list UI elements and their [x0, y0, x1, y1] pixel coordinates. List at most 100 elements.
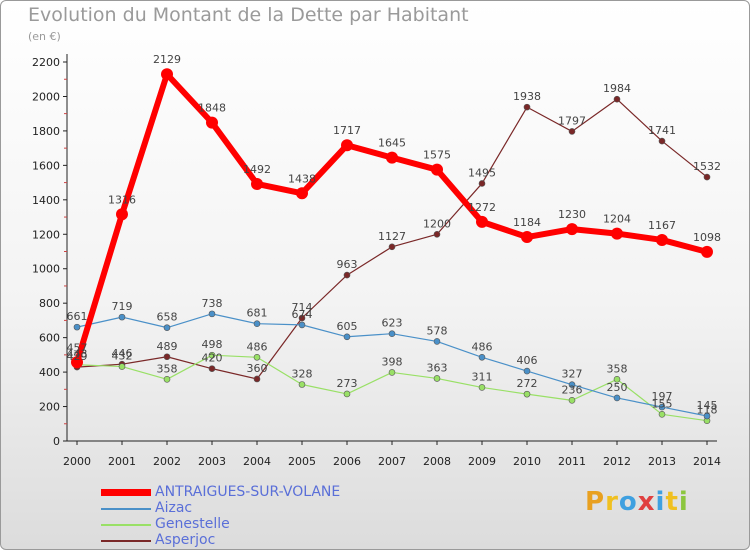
- x-tick-label: 2012: [603, 455, 631, 468]
- data-label-antraigues: 1098: [693, 231, 721, 244]
- point-asperjoc: [388, 243, 396, 251]
- point-antraigues: [161, 68, 173, 81]
- point-aizac: [253, 320, 261, 327]
- data-label-aizac: 623: [382, 317, 403, 330]
- legend-swatch-antraigues: [101, 489, 151, 496]
- data-label-aizac: 738: [202, 297, 223, 310]
- point-aizac: [73, 323, 81, 331]
- data-label-asperjoc: 1797: [558, 114, 586, 127]
- x-tick-label: 2002: [153, 455, 181, 468]
- data-label-genestelle: 272: [517, 377, 538, 390]
- point-aizac: [613, 394, 621, 402]
- logo-letter: r: [605, 487, 619, 517]
- data-label-antraigues: 1492: [243, 163, 271, 176]
- y-tick-label: 0: [53, 435, 60, 448]
- data-label-antraigues: 1167: [648, 219, 676, 232]
- legend-label-asperjoc: Asperjoc: [155, 532, 216, 548]
- chart-subtitle: (en €): [28, 30, 61, 43]
- point-antraigues: [71, 356, 83, 369]
- y-tick-label: 2200: [32, 56, 60, 69]
- data-label-genestelle: 155: [652, 397, 673, 410]
- point-antraigues: [251, 177, 263, 190]
- y-tick-label: 1800: [32, 125, 60, 138]
- point-aizac: [343, 333, 351, 341]
- x-tick-label: 2007: [378, 455, 406, 468]
- data-label-aizac: 681: [247, 307, 268, 320]
- data-label-antraigues: 2129: [153, 53, 181, 66]
- point-aizac: [118, 313, 126, 321]
- logo-letter: t: [665, 487, 679, 517]
- point-genestelle: [523, 390, 531, 398]
- data-label-genestelle: 311: [472, 370, 493, 383]
- point-aizac: [433, 338, 441, 345]
- data-label-genestelle: 328: [292, 367, 313, 380]
- point-antraigues: [206, 116, 218, 129]
- data-label-genestelle: 398: [382, 355, 403, 368]
- point-asperjoc: [163, 353, 171, 361]
- point-genestelle: [253, 353, 261, 361]
- point-aizac: [208, 310, 216, 318]
- data-label-antraigues: 1438: [288, 172, 316, 185]
- point-asperjoc: [478, 180, 486, 187]
- point-aizac: [523, 367, 531, 375]
- point-antraigues: [116, 208, 128, 221]
- point-antraigues: [701, 245, 713, 258]
- y-tick-label: 600: [39, 332, 60, 345]
- data-label-antraigues: 1204: [603, 213, 631, 226]
- point-genestelle: [163, 376, 171, 383]
- y-tick-label: 1200: [32, 228, 60, 241]
- x-tick-label: 2001: [108, 455, 136, 468]
- data-label-aizac: 578: [427, 324, 448, 337]
- x-tick-label: 2005: [288, 455, 316, 468]
- data-label-antraigues: 1645: [378, 137, 406, 150]
- data-label-aizac: 486: [472, 340, 493, 353]
- point-asperjoc: [433, 230, 441, 238]
- y-tick-label: 400: [39, 366, 60, 379]
- data-label-antraigues: 1717: [333, 124, 361, 137]
- point-antraigues: [611, 227, 623, 240]
- data-label-antraigues: 1848: [198, 102, 226, 115]
- point-antraigues: [386, 151, 398, 164]
- data-label-asperjoc: 714: [292, 301, 313, 314]
- point-asperjoc: [658, 137, 666, 145]
- data-label-asperjoc: 1984: [603, 82, 631, 95]
- point-asperjoc: [343, 271, 351, 279]
- point-genestelle: [118, 363, 126, 370]
- x-tick-label: 2013: [648, 455, 676, 468]
- point-asperjoc: [568, 128, 576, 135]
- point-genestelle: [388, 369, 396, 376]
- y-tick-label: 1000: [32, 263, 60, 276]
- x-tick-label: 2010: [513, 455, 541, 468]
- x-tick-label: 2011: [558, 455, 586, 468]
- data-label-aizac: 661: [67, 310, 88, 323]
- point-genestelle: [343, 390, 351, 398]
- point-antraigues: [521, 231, 533, 244]
- data-label-asperjoc: 1741: [648, 124, 676, 137]
- point-genestelle: [298, 381, 306, 388]
- x-tick-label: 2009: [468, 455, 496, 468]
- chart-title: Evolution du Montant de la Dette par Hab…: [28, 4, 469, 26]
- point-asperjoc: [253, 375, 261, 383]
- data-label-aizac: 145: [697, 399, 718, 412]
- point-genestelle: [568, 397, 576, 404]
- data-label-asperjoc: 1938: [513, 90, 541, 103]
- y-tick-label: 200: [39, 401, 60, 414]
- data-label-genestelle: 363: [427, 361, 448, 374]
- data-label-asperjoc: 429: [67, 350, 88, 363]
- x-tick-label: 2008: [423, 455, 451, 468]
- data-label-asperjoc: 963: [337, 258, 358, 271]
- data-label-aizac: 197: [652, 390, 673, 403]
- point-antraigues: [296, 187, 308, 200]
- data-label-asperjoc: 360: [247, 362, 268, 375]
- point-asperjoc: [613, 95, 621, 103]
- point-genestelle: [658, 410, 666, 418]
- data-label-antraigues: 1272: [468, 201, 496, 214]
- logo-letter: P: [585, 487, 606, 517]
- point-aizac: [703, 412, 711, 420]
- data-label-genestelle: 486: [247, 340, 268, 353]
- data-label-genestelle: 273: [337, 377, 358, 390]
- point-aizac: [388, 330, 396, 337]
- point-genestelle: [433, 375, 441, 382]
- axes: 0 200 400 600 800 1000 1200 1400 1600 1800 2000 220…: [32, 54, 721, 468]
- point-aizac: [163, 324, 171, 331]
